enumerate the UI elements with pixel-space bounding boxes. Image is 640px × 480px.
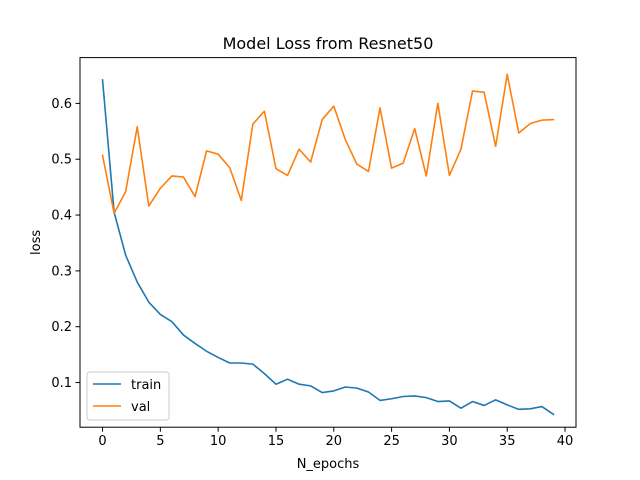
- y-tick-label: 0.3: [51, 264, 72, 279]
- plot-area: [101, 73, 555, 416]
- x-tick-label: 15: [268, 434, 285, 449]
- x-tick-label: 0: [98, 434, 106, 449]
- axes-frame: [79, 57, 577, 428]
- x-axis-label: N_epochs: [297, 457, 360, 472]
- x-tick-label: 25: [383, 434, 400, 449]
- x-tick-label: 20: [326, 434, 343, 449]
- legend-label-train: train: [131, 378, 161, 393]
- x-tick-label: 5: [156, 434, 164, 449]
- y-tick-label: 0.2: [51, 320, 72, 335]
- x-tick-label: 40: [557, 434, 574, 449]
- y-axis-label: loss: [29, 230, 44, 255]
- series-line-val: [101, 73, 555, 215]
- y-tick-label: 0.5: [51, 153, 72, 168]
- x-tick-label: 35: [499, 434, 516, 449]
- chart-title: Model Loss from Resnet50: [223, 34, 434, 53]
- y-tick-label: 0.1: [51, 376, 72, 391]
- y-tick-label: 0.4: [51, 209, 72, 224]
- x-tick-label: 30: [441, 434, 458, 449]
- legend: train val: [86, 371, 170, 421]
- y-tick-label: 0.6: [51, 97, 72, 112]
- legend-label-val: val: [131, 400, 150, 415]
- x-tick-label: 10: [210, 434, 227, 449]
- series-line-train: [101, 79, 555, 416]
